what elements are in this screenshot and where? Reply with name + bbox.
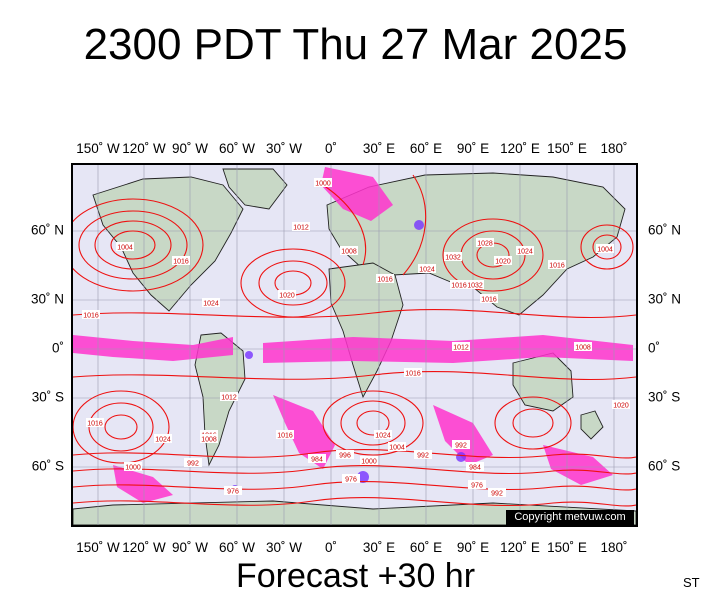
isobar-label: 1016	[377, 277, 393, 284]
isobar-label: 1020	[279, 293, 295, 300]
isobar-label: 984	[469, 465, 481, 472]
graticule	[73, 165, 636, 525]
lon-label-bottom: 60˚ W	[218, 540, 256, 555]
isobar-label: 1016	[173, 259, 189, 266]
lat-label-right: 60˚ N	[648, 222, 682, 238]
lon-label-bottom: 90˚ E	[456, 540, 490, 555]
isobar-label: 996	[339, 453, 351, 460]
lon-label-top: 30˚ W	[265, 141, 303, 156]
lat-label-right: 0˚	[648, 340, 661, 356]
lon-label-bottom: 30˚ E	[362, 540, 396, 555]
lon-label-top: 120˚ E	[500, 141, 540, 156]
isobar-label: 1016	[481, 297, 497, 304]
isobar-label: 1024	[375, 433, 391, 440]
isobar-label: 1008	[201, 437, 217, 444]
isobar-label: 992	[455, 443, 467, 450]
lat-label-right: 60˚ S	[648, 458, 681, 474]
lon-label-bottom: 90˚ W	[171, 540, 209, 555]
lon-label-top: 120˚ W	[122, 141, 166, 156]
forecast-label: Forecast +30 hr	[235, 557, 476, 595]
isobar-label: 1004	[117, 245, 133, 252]
isobar-label: 1016	[405, 371, 421, 378]
isobar-label: 1024	[419, 267, 435, 274]
lon-label-bottom: 30˚ W	[265, 540, 303, 555]
lon-label-bottom: 180˚	[600, 540, 628, 555]
lon-label-top: 90˚ W	[171, 141, 209, 156]
isobar-label: 1016	[549, 263, 565, 270]
isobar-label: 1024	[203, 301, 219, 308]
isobar-label: 1012	[221, 395, 237, 402]
isobar-label: 1032	[467, 283, 483, 290]
isobar-label: 992	[187, 461, 199, 468]
lon-label-bottom: 60˚ E	[409, 540, 443, 555]
lon-label-top: 150˚ E	[547, 141, 587, 156]
isobar-label: 976	[345, 477, 357, 484]
isobar-label: 1000	[361, 459, 377, 466]
corner-label: ST	[683, 575, 700, 590]
lon-label-top: 90˚ E	[456, 141, 490, 156]
isobar-label: 1004	[389, 445, 405, 452]
isobar-label: 1012	[293, 225, 309, 232]
lon-label-bottom: 150˚ W	[76, 540, 120, 555]
lat-label-left: 60˚ S	[31, 458, 64, 474]
isobar-label: 976	[227, 489, 239, 496]
copyright-badge: Copyright metvuw.com	[506, 510, 634, 525]
lat-label-left: 60˚ N	[30, 222, 64, 238]
isobar-label-layer: 1016 1004 1024 1016 1020 1000 1012 1008 …	[82, 178, 630, 498]
lat-label-left: 0˚	[51, 340, 64, 356]
isobar-label: 1028	[477, 241, 493, 248]
lon-label-bottom: 150˚ E	[547, 540, 587, 555]
isobar-label: 1016	[277, 433, 293, 440]
lat-label-right: 30˚ N	[648, 291, 682, 307]
weather-map[interactable]: 1016 1004 1024 1016 1020 1000 1012 1008 …	[71, 163, 638, 527]
lat-label-left: 30˚ N	[30, 291, 64, 307]
lon-label-top: 60˚ W	[218, 141, 256, 156]
isobar-label: 1024	[517, 249, 533, 256]
lon-label-top: 60˚ E	[409, 141, 443, 156]
isobar-label: 976	[471, 483, 483, 490]
isobar-label: 1016	[83, 313, 99, 320]
weather-map-canvas: 1016 1004 1024 1016 1020 1000 1012 1008 …	[73, 165, 636, 525]
isobar-label: 992	[491, 491, 503, 498]
lon-label-bottom: 120˚ W	[122, 540, 166, 555]
chart-title: 2300 PDT Thu 27 Mar 2025	[83, 20, 628, 69]
isobar-label: 1020	[613, 403, 629, 410]
lon-label-bottom: 120˚ E	[500, 540, 540, 555]
isobar-label: 984	[311, 457, 323, 464]
isobar-label: 1024	[155, 437, 171, 444]
lat-label-left: 30˚ S	[31, 389, 64, 405]
lat-label-right: 30˚ S	[648, 389, 681, 405]
isobar-label: 1020	[495, 259, 511, 266]
isobar-label: 1000	[315, 181, 331, 188]
isobar-label: 1032	[445, 255, 461, 262]
isobar-label: 1008	[341, 249, 357, 256]
lon-label-top: 0˚	[324, 141, 338, 156]
isobar-label: 1016	[451, 283, 467, 290]
lon-label-top: 30˚ E	[362, 141, 396, 156]
isobar-label: 1008	[575, 345, 591, 352]
lon-label-top: 180˚	[600, 141, 628, 156]
lon-label-bottom: 0˚	[324, 540, 338, 555]
isobar-label: 1016	[87, 421, 103, 428]
isobar-label: 1000	[125, 465, 141, 472]
isobar-label: 992	[417, 453, 429, 460]
isobar-label: 1004	[597, 247, 613, 254]
isobar-label: 1012	[453, 345, 469, 352]
lon-label-top: 150˚ W	[76, 141, 120, 156]
